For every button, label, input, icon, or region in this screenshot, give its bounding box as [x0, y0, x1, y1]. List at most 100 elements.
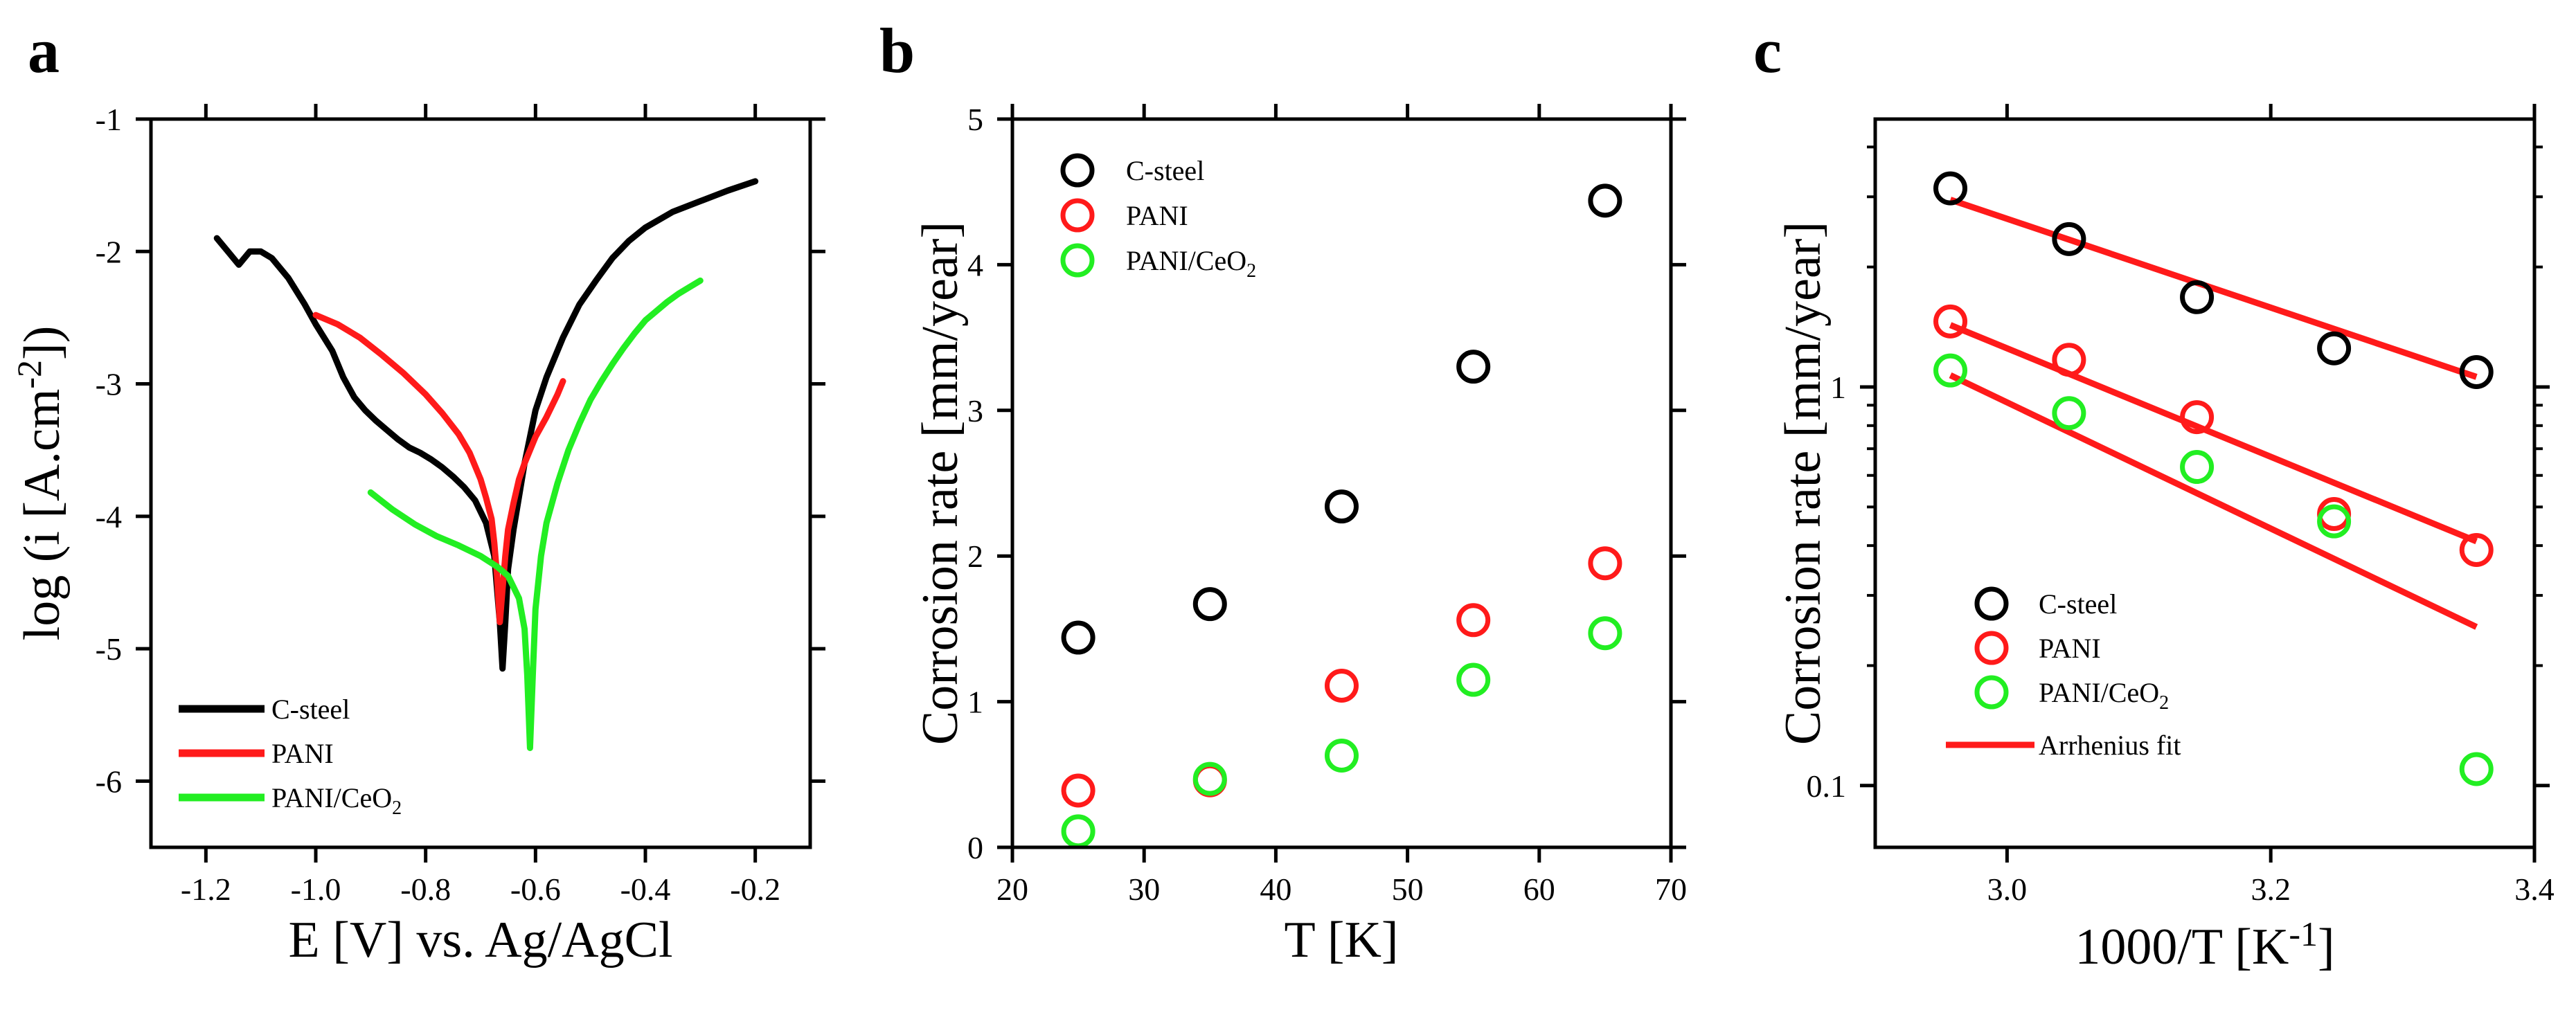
panel-c-point-pani-ceo2	[2052, 396, 2086, 431]
panel-b-point-pani-ceo2	[1061, 814, 1095, 849]
panel-b-legend-label-c-steel: C-steel	[1126, 155, 1204, 186]
panel-a-frame	[149, 117, 812, 849]
panel-a-legend: C-steel PANI PANI/CeO2	[179, 694, 402, 819]
panel-b-legend-label-pani: PANI	[1126, 200, 1188, 231]
panel-c-legend-marker-pani-ceo2	[1974, 675, 2009, 710]
panel-a-x-tick-label: -0.2	[730, 872, 780, 907]
panel-c-label: c	[1753, 15, 1782, 86]
panel-a-x-tick-label: -0.8	[400, 872, 451, 907]
panel-c-point-pani-ceo2	[2459, 752, 2494, 786]
panel-c-legend-marker-pani	[1974, 631, 2009, 665]
panel-b-point-pani	[1325, 668, 1359, 703]
panel-a-x-tick-label: -1.0	[291, 872, 341, 907]
panel-b-point-pani-ceo2	[1588, 616, 1622, 651]
panel-c-y-axis-title: Corrosion rate [mm/year]	[1775, 222, 1832, 745]
panel-c-point-pani	[2180, 400, 2215, 435]
panel-c-x-axis-title: 1000/T [K-1]	[2075, 914, 2334, 975]
panel-b-point-c-steel	[1588, 183, 1622, 218]
panel-b-point-pani-ceo2	[1325, 738, 1359, 773]
panel-b-y-tick-label: 0	[967, 830, 983, 865]
panel-b-label: b	[879, 15, 915, 86]
panel-b-x-tick-label: 50	[1392, 872, 1424, 907]
panel-b-y-tick-label: 1	[967, 685, 983, 720]
panel-b-y-tick-label: 4	[967, 247, 983, 282]
panel-b-legend-marker-pani-ceo2	[1060, 243, 1095, 278]
panel-c-point-c-steel	[2052, 222, 2086, 256]
panel-a-y-axis-title: log (i [A.cm-2])	[10, 326, 71, 641]
panel-c-x-tick-label: 3.2	[2251, 872, 2291, 907]
panel-a-y-tick-label: -6	[96, 764, 122, 799]
panel-c-point-c-steel	[2317, 331, 2352, 366]
panel-b-x-axis-title: T [K]	[1284, 912, 1398, 968]
panel-b-point-pani	[1456, 603, 1491, 638]
panel-b-y-axis-title: Corrosion rate [mm/year]	[912, 222, 969, 745]
panel-b-legend: C-steel PANI PANI/CeO2	[1060, 153, 1256, 282]
panel-a-plot: -1.2 -1.0 -0.8 -0.6 -0.4 -0.2 -1 -2 -3 -4 -5 -6	[96, 102, 825, 907]
panel-b-plot: 20 30 40 50 60 70 0 1 2 3 4 5	[967, 102, 1687, 907]
panel-b-legend-label-pani-ceo2: PANI/CeO2	[1126, 245, 1256, 282]
panel-c-point-pani-ceo2	[1933, 353, 1968, 388]
panel-c-x-tick-label: 3.0	[1987, 872, 2028, 907]
panel-a-series-pani-ceo2	[367, 277, 704, 751]
panel-c-x-tick-label: 3.4	[2514, 872, 2555, 907]
panel-a-y-tick-label: -1	[96, 102, 122, 137]
panel-a-label: a	[28, 15, 60, 86]
panel-b-point-c-steel	[1456, 350, 1491, 384]
panel-a-x-tick-label: -0.4	[620, 872, 671, 907]
panel-c-y-tick-label: 0.1	[1807, 768, 1847, 804]
panel-b-point-pani-ceo2	[1456, 662, 1491, 697]
panel-a-y-tick-label: -5	[96, 631, 122, 667]
panel-c-point-pani-ceo2	[2180, 450, 2215, 485]
panel-c-legend: C-steel PANI PANI/CeO2 Arrhenius fit	[1946, 586, 2181, 761]
panel-b-x-tick-label: 30	[1128, 872, 1160, 907]
panel-c-point-pani	[2052, 343, 2086, 377]
panel-b-legend-marker-pani	[1060, 198, 1095, 233]
panel-c-point-pani-ceo2	[2317, 504, 2352, 539]
panel-a-legend-label-c-steel: C-steel	[271, 694, 350, 725]
panel-a-series-pani	[312, 312, 566, 626]
panel-b-y-tick-label: 5	[967, 102, 983, 137]
panel-c-legend-label-c-steel: C-steel	[2039, 588, 2117, 620]
panel-c: c 3.0 3.2 3.4 0.1 1 1000/T [K-1] Corrosion r…	[1753, 15, 2555, 975]
panel-c-legend-label-arrhenius-fit: Arrhenius fit	[2039, 730, 2181, 761]
panel-a-y-tick-label: -3	[96, 367, 122, 402]
panel-b-frame	[1010, 117, 1673, 849]
panel-b-legend-marker-c-steel	[1060, 153, 1095, 188]
panel-a-series-c-steel	[213, 178, 759, 672]
panel-a-y-tick-label: -2	[96, 234, 122, 269]
panel-b-x-tick-label: 40	[1260, 872, 1291, 907]
panel-c-frame	[1873, 117, 2537, 849]
panel-c-legend-label-pani-ceo2: PANI/CeO2	[2039, 677, 2169, 714]
panel-b: b 20 30 40 50 60 70 0 1 2 3 4 5 T [K] Corrosion rat…	[879, 15, 1687, 968]
panel-a-x-tick-label: -0.6	[510, 872, 561, 907]
panel-b-x-tick-label: 70	[1655, 872, 1687, 907]
panel-c-point-c-steel	[2180, 280, 2215, 314]
panel-c-plot: 3.0 3.2 3.4 0.1 1	[1807, 104, 2555, 907]
panel-c-fit-line-1	[1949, 197, 2478, 380]
panel-a-x-axis-title: E [V] vs. Ag/AgCl	[289, 912, 673, 968]
panel-b-point-pani-ceo2	[1192, 761, 1227, 796]
panel-a-legend-label-pani: PANI	[271, 738, 334, 769]
panel-b-x-tick-label: 60	[1523, 872, 1555, 907]
panel-b-point-pani	[1588, 546, 1622, 581]
panel-b-point-pani	[1061, 773, 1095, 808]
panel-c-point-c-steel	[2459, 354, 2494, 389]
panel-a-y-tick-label: -4	[96, 499, 122, 534]
panel-b-point-c-steel	[1061, 620, 1095, 655]
panel-c-point-pani	[1933, 304, 1968, 339]
panel-a: a -1.2 -1.0 -0.8 -0.6 -0.4 -0.2 -1 -2 -3 -4 -5 -6 E…	[10, 15, 825, 968]
panel-a-legend-label-pani-ceo2: PANI/CeO2	[271, 782, 402, 819]
panel-c-fit-line-2	[1949, 322, 2478, 545]
panel-c-legend-label-pani: PANI	[2039, 633, 2101, 664]
panel-c-y-tick-label: 1	[1830, 370, 1846, 405]
panel-b-point-c-steel	[1325, 489, 1359, 524]
panel-c-legend-marker-c-steel	[1974, 586, 2009, 621]
panel-c-point-c-steel	[1933, 171, 1968, 206]
panel-b-y-tick-label: 3	[967, 393, 983, 429]
panel-b-x-tick-label: 20	[996, 872, 1028, 907]
panel-b-point-c-steel	[1192, 587, 1227, 622]
panel-a-x-tick-label: -1.2	[181, 872, 231, 907]
panel-c-point-pani	[2459, 532, 2494, 567]
panel-b-y-tick-label: 2	[967, 539, 983, 574]
